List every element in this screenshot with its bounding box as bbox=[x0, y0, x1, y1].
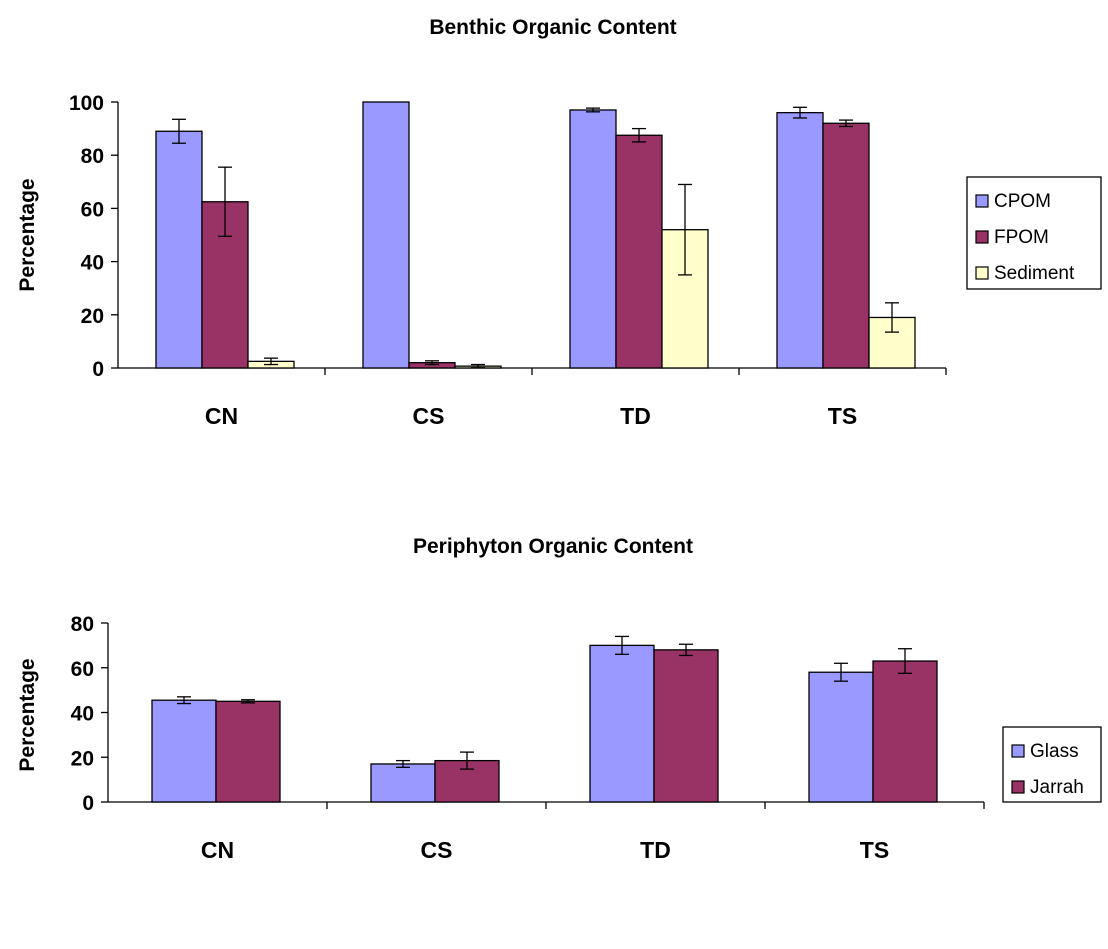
benthic-legend-swatch-fpom bbox=[975, 230, 989, 244]
benthic-bar-cpom-cs bbox=[362, 101, 410, 369]
benthic-x-tick-label: TS bbox=[828, 403, 857, 429]
benthic-bar-cpom-td bbox=[569, 109, 617, 369]
benthic-chart: Benthic Organic Content Percentage 0 20 40… bbox=[16, 16, 1102, 429]
benthic-error-bar-fpom-cn bbox=[218, 166, 232, 237]
periphyton-x-tick-label: CN bbox=[201, 837, 234, 863]
periphyton-x-tick-label: CS bbox=[421, 837, 453, 863]
periphyton-y-tick-label: 40 bbox=[71, 703, 94, 726]
benthic-chart-title: Benthic Organic Content bbox=[429, 16, 676, 39]
periphyton-error-bar-jarrah-td bbox=[679, 643, 693, 657]
periphyton-x-tick-label: TD bbox=[640, 837, 671, 863]
periphyton-error-bar-glass-cn bbox=[177, 696, 191, 705]
periphyton-legend-label-jarrah: Jarrah bbox=[1030, 777, 1084, 798]
benthic-x-tick-label: TD bbox=[620, 403, 651, 429]
benthic-y-tick-label: 60 bbox=[81, 198, 104, 221]
benthic-error-bar-sediment-cs bbox=[471, 363, 485, 369]
periphyton-legend-swatch-glass bbox=[1011, 744, 1025, 758]
benthic-error-bar-sediment-ts bbox=[885, 302, 899, 333]
benthic-error-bar-fpom-td bbox=[632, 127, 646, 143]
benthic-legend: CPOM FPOM Sediment bbox=[966, 176, 1102, 290]
periphyton-x-tick-label: TS bbox=[860, 837, 889, 863]
benthic-legend-label-cpom: CPOM bbox=[994, 191, 1051, 212]
periphyton-error-bar-jarrah-cs bbox=[460, 751, 474, 770]
periphyton-error-bar-glass-ts bbox=[834, 662, 848, 682]
periphyton-plot-area: 0 20 40 60 80 CN CS TD TS bbox=[71, 613, 985, 863]
benthic-bar-fpom-td bbox=[615, 134, 663, 369]
periphyton-y-tick-label: 80 bbox=[71, 613, 94, 636]
benthic-y-tick-label: 20 bbox=[81, 305, 104, 328]
periphyton-bar-jarrah-td bbox=[653, 649, 719, 803]
periphyton-y-axis-label: Percentage bbox=[16, 658, 39, 771]
benthic-bar-fpom-ts bbox=[822, 122, 870, 369]
periphyton-error-bar-jarrah-cn bbox=[241, 699, 255, 704]
benthic-bar-cpom-cn bbox=[155, 130, 203, 369]
benthic-plot-area: 0 20 40 60 80 100 CN CS TD TS bbox=[69, 92, 947, 429]
benthic-legend-label-fpom: FPOM bbox=[994, 227, 1049, 248]
periphyton-bar-jarrah-cn bbox=[215, 700, 281, 803]
periphyton-legend: Glass Jarrah bbox=[1002, 726, 1102, 803]
benthic-legend-swatch-cpom bbox=[975, 194, 989, 208]
periphyton-error-bar-glass-cs bbox=[396, 759, 410, 768]
benthic-y-tick-label: 80 bbox=[81, 145, 104, 168]
periphyton-bar-glass-cn bbox=[151, 699, 217, 803]
periphyton-bar-glass-ts bbox=[808, 671, 874, 803]
periphyton-bar-glass-td bbox=[589, 644, 655, 803]
benthic-error-bar-cpom-td bbox=[586, 107, 600, 113]
benthic-bar-cpom-ts bbox=[776, 111, 824, 369]
benthic-legend-box bbox=[966, 176, 1102, 290]
benthic-x-tick-label: CS bbox=[413, 403, 445, 429]
benthic-legend-label-sediment: Sediment bbox=[994, 263, 1075, 284]
benthic-error-bar-sediment-cn bbox=[264, 357, 278, 366]
benthic-y-tick-label: 0 bbox=[92, 358, 104, 381]
benthic-y-axis-label: Percentage bbox=[16, 178, 39, 291]
periphyton-chart: Periphyton Organic Content Percentage 0 2… bbox=[16, 535, 1102, 863]
periphyton-chart-title: Periphyton Organic Content bbox=[413, 535, 693, 558]
periphyton-y-tick-label: 60 bbox=[71, 658, 94, 681]
benthic-x-tick-label: CN bbox=[205, 403, 238, 429]
benthic-y-tick-label: 100 bbox=[69, 92, 104, 115]
periphyton-bar-jarrah-ts bbox=[872, 660, 938, 803]
benthic-legend-swatch-sediment bbox=[975, 266, 989, 280]
benthic-error-bar-fpom-ts bbox=[839, 119, 853, 128]
periphyton-y-tick-label: 0 bbox=[82, 792, 94, 815]
periphyton-error-bar-jarrah-ts bbox=[898, 648, 912, 674]
periphyton-error-bar-glass-td bbox=[615, 635, 629, 655]
benthic-y-tick-label: 40 bbox=[81, 252, 104, 275]
benthic-error-bar-fpom-cs bbox=[425, 360, 439, 366]
periphyton-legend-swatch-jarrah bbox=[1011, 780, 1025, 794]
periphyton-legend-label-glass: Glass bbox=[1030, 741, 1079, 762]
periphyton-y-tick-label: 20 bbox=[71, 747, 94, 770]
benthic-error-bar-sediment-td bbox=[678, 183, 692, 276]
benthic-error-bar-cpom-cn bbox=[172, 118, 186, 144]
periphyton-bar-glass-cs bbox=[370, 763, 436, 803]
benthic-error-bar-cpom-ts bbox=[793, 106, 807, 119]
